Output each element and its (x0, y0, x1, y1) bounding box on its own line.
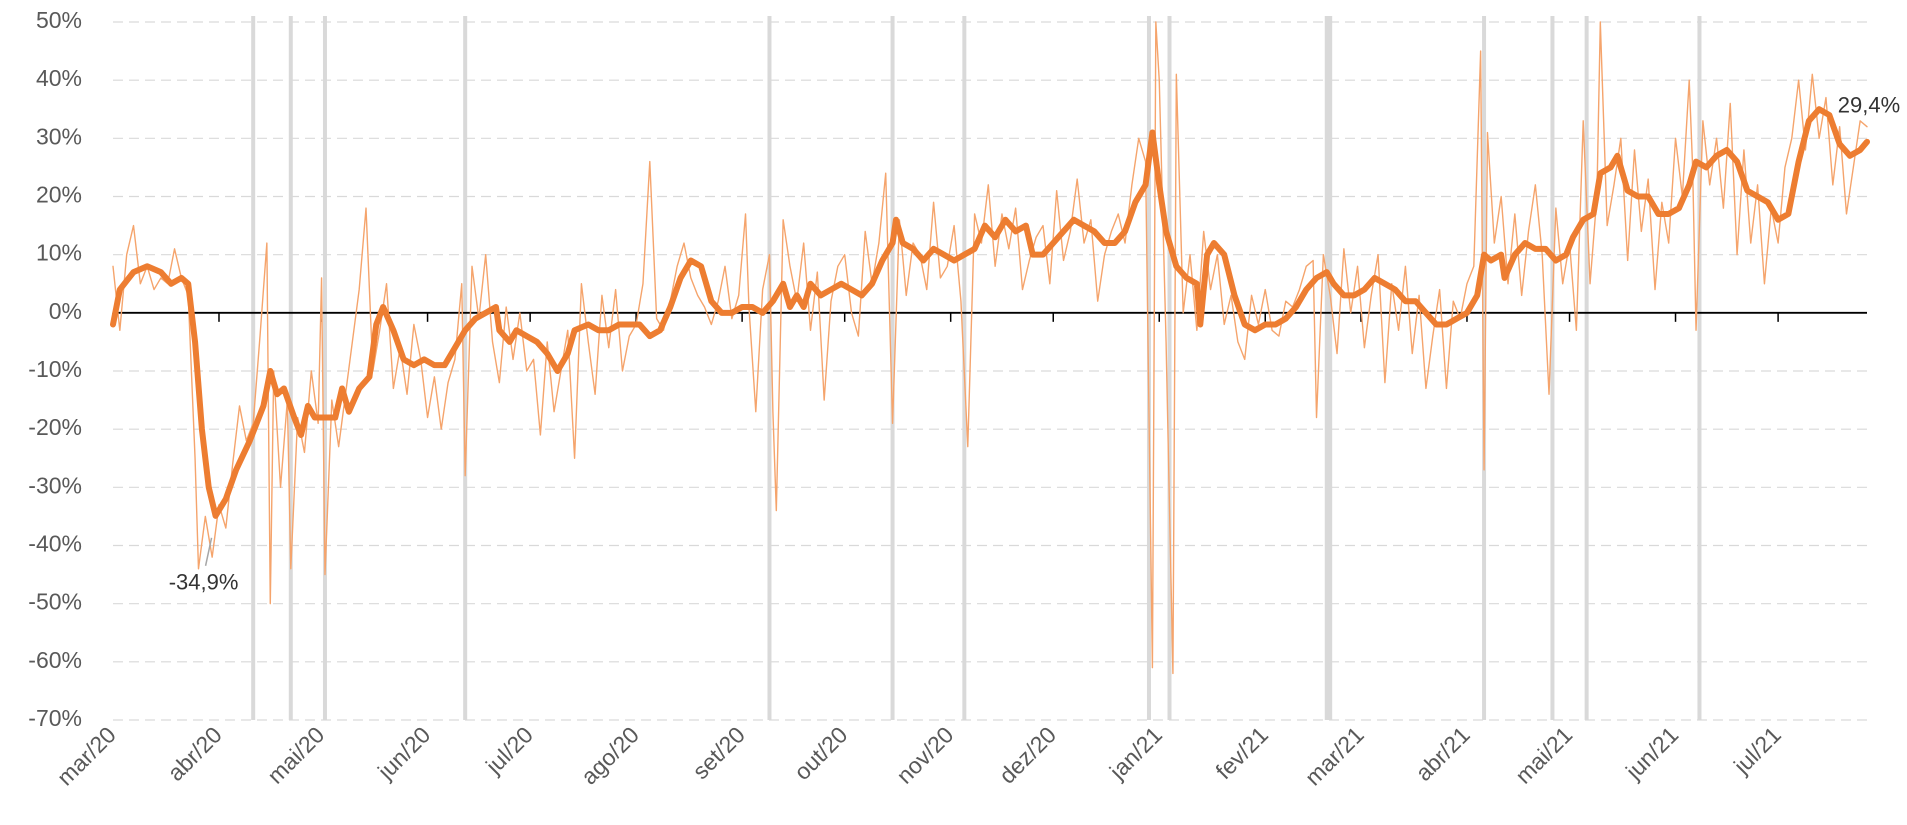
y-tick-label: -20% (28, 414, 82, 440)
annotation-leader (204, 537, 213, 566)
series-line (112, 21, 1868, 675)
y-tick-label: -30% (28, 472, 82, 498)
x-tick-label: mai/20 (262, 721, 329, 788)
x-tick-label: abr/20 (162, 721, 227, 786)
x-tick-label: jul/21 (1728, 721, 1786, 779)
series-line (110, 106, 1870, 519)
y-tick-label: 10% (36, 240, 82, 266)
annotation: -34,9% (169, 570, 239, 595)
x-tick-label: ago/20 (576, 721, 644, 789)
x-tick-label: mai/21 (1510, 721, 1577, 788)
x-tick-label: jun/20 (372, 721, 435, 784)
x-tick-label: abr/21 (1410, 721, 1475, 786)
y-tick-label: -70% (28, 705, 82, 731)
x-tick-label: mar/21 (1300, 721, 1369, 790)
x-tick-label: nov/20 (891, 721, 958, 788)
x-tick-label: fev/21 (1210, 721, 1273, 784)
x-tick-label: jan/21 (1104, 721, 1167, 784)
x-tick-label: set/20 (687, 721, 750, 784)
y-tick-label: -50% (28, 589, 82, 615)
y-tick-label: 20% (36, 182, 82, 208)
y-tick-label: -40% (28, 531, 82, 557)
x-tick-label: out/20 (789, 721, 853, 785)
x-tick-label: mar/20 (52, 721, 121, 790)
y-tick-label: -60% (28, 647, 82, 673)
y-tick-label: 30% (36, 123, 82, 149)
y-tick-label: 0% (49, 298, 82, 324)
y-tick-label: -10% (28, 356, 82, 382)
x-tick-label: jun/21 (1620, 721, 1683, 784)
y-tick-label: 40% (36, 65, 82, 91)
y-tick-label: 50% (36, 7, 82, 33)
x-tick-label: jul/20 (480, 721, 538, 779)
annotation: 29,4% (1838, 93, 1900, 118)
x-tick-label: dez/20 (994, 721, 1061, 788)
